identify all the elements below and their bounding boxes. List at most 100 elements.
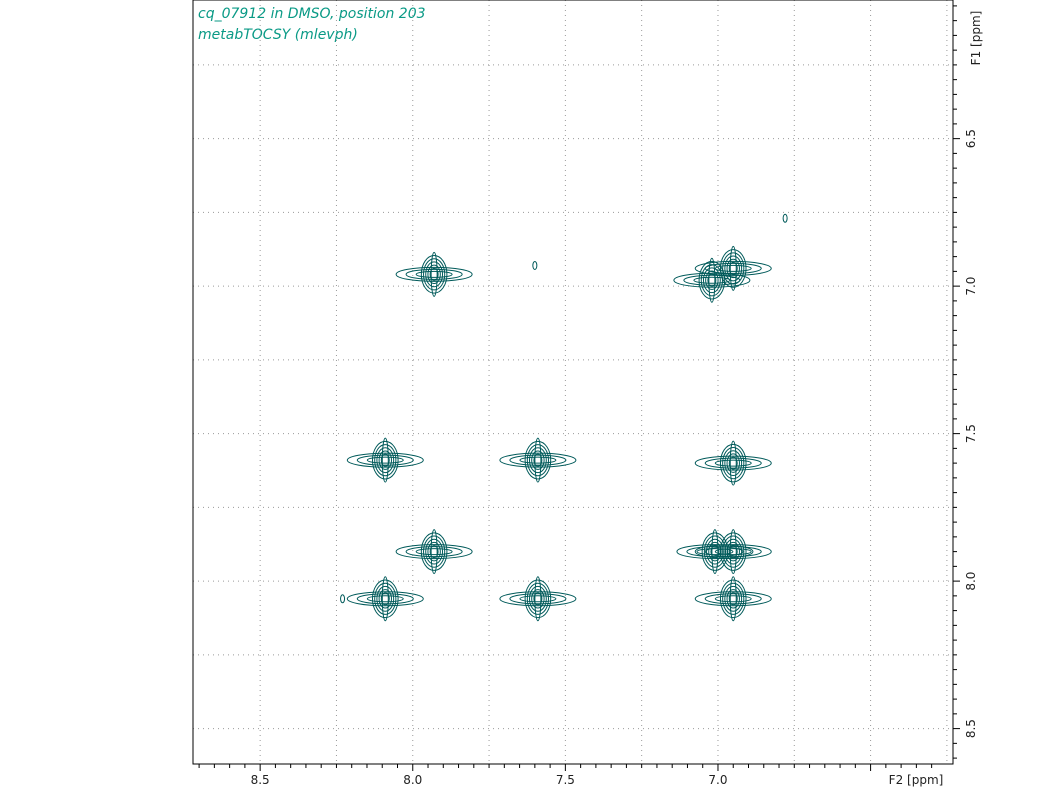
contour-level (728, 592, 738, 606)
contour-peak (782, 213, 788, 223)
contour-peaks (340, 213, 788, 622)
contour-ridge (395, 266, 473, 282)
contour-ridge (686, 546, 744, 558)
contour-ridge (729, 245, 737, 291)
contour-ridge (381, 576, 389, 622)
contour-ridge (714, 264, 752, 272)
spectrum-title: cq_07912 in DMSO, position 203 (198, 6, 426, 22)
contour-level (722, 535, 745, 568)
y-tick-label: 7.5 (964, 424, 978, 443)
contour-level (722, 252, 745, 285)
contour-peak (395, 529, 473, 575)
contour-ridge (729, 576, 737, 622)
contour-ridge (694, 260, 772, 276)
contour-peak (676, 529, 754, 575)
contour-level (526, 582, 549, 615)
contour-level (374, 444, 397, 477)
contour-level (719, 443, 747, 483)
y-tick-label: 8.0 (964, 572, 978, 591)
contour-level (420, 255, 448, 294)
contour-ridge (499, 452, 577, 468)
contour-level (705, 270, 719, 290)
contour-peak (340, 594, 346, 604)
contour-ridge (714, 459, 752, 467)
contour-ridge (499, 591, 577, 607)
contour-peak (694, 529, 772, 575)
contour-ridge (346, 452, 424, 468)
contour-level (429, 267, 439, 281)
y-tick-label: 7.0 (964, 277, 978, 296)
contour-ridge (711, 529, 719, 575)
contour-peak (499, 576, 577, 622)
contour-peak (694, 440, 772, 486)
contour-ridge (708, 257, 716, 303)
contour-ridge (430, 529, 438, 575)
contour-ridge (346, 591, 424, 607)
contour-level (724, 538, 743, 565)
contour-ridge (694, 455, 772, 471)
contour-peak (346, 437, 424, 483)
contour-peak (395, 251, 473, 297)
contour-level (376, 447, 395, 474)
contour-level (526, 444, 549, 477)
contour-level (423, 535, 446, 568)
x-tick-label: 8.5 (251, 773, 270, 787)
contour-level (380, 453, 390, 467)
contour-ridge (519, 595, 557, 603)
contour-level (726, 453, 740, 473)
contour-ridge (356, 593, 414, 605)
contour-level (425, 538, 444, 565)
contour-level (427, 541, 441, 562)
contour-level (533, 453, 543, 467)
contour-level (378, 450, 392, 470)
contour-level (376, 585, 395, 612)
contour-ridge (704, 546, 762, 558)
contour-level (782, 213, 788, 223)
contour-peak (694, 576, 772, 622)
contour-level (726, 589, 740, 609)
y-tick-label: 8.5 (964, 719, 978, 738)
plot-grid (193, 0, 953, 764)
contour-level (524, 579, 552, 619)
contour-peak (694, 245, 772, 291)
contour-level (533, 592, 543, 606)
contour-level (528, 585, 547, 612)
contour-level (531, 450, 545, 470)
y-tick-label: 6.5 (964, 129, 978, 148)
contour-level (722, 582, 745, 615)
contour-peak (499, 437, 577, 483)
contour-level (719, 249, 747, 288)
x-axis: 8.5 8.0 7.5 7.0 (198, 764, 933, 787)
contour-ridge (405, 546, 463, 558)
contour-level (728, 545, 738, 559)
contour-ridge (534, 437, 542, 483)
contour-ridge (366, 595, 404, 603)
contour-ridge (704, 457, 762, 469)
contour-level (698, 260, 726, 300)
contour-ridge (430, 251, 438, 297)
contour-ridge (509, 454, 567, 466)
contour-ridge (694, 591, 772, 607)
contour-level (724, 255, 743, 282)
contour-level (701, 532, 729, 571)
contour-level (726, 258, 740, 279)
contour-level (429, 545, 439, 559)
contour-level (722, 447, 745, 480)
contour-ridge (509, 593, 567, 605)
contour-level (378, 589, 392, 609)
contour-level (531, 589, 545, 609)
contour-level (708, 541, 722, 562)
plot-frame (192, 0, 954, 765)
contour-level (724, 450, 743, 477)
contour-level (380, 592, 390, 606)
contour-level (340, 594, 346, 604)
contour-level (374, 582, 397, 615)
contour-ridge (696, 548, 734, 556)
contour-ridge (704, 262, 762, 274)
contour-level (728, 261, 738, 275)
contour-level (423, 258, 446, 291)
x-tick-label: 7.5 (556, 773, 575, 787)
contour-level (703, 535, 727, 568)
contour-level (726, 541, 740, 562)
